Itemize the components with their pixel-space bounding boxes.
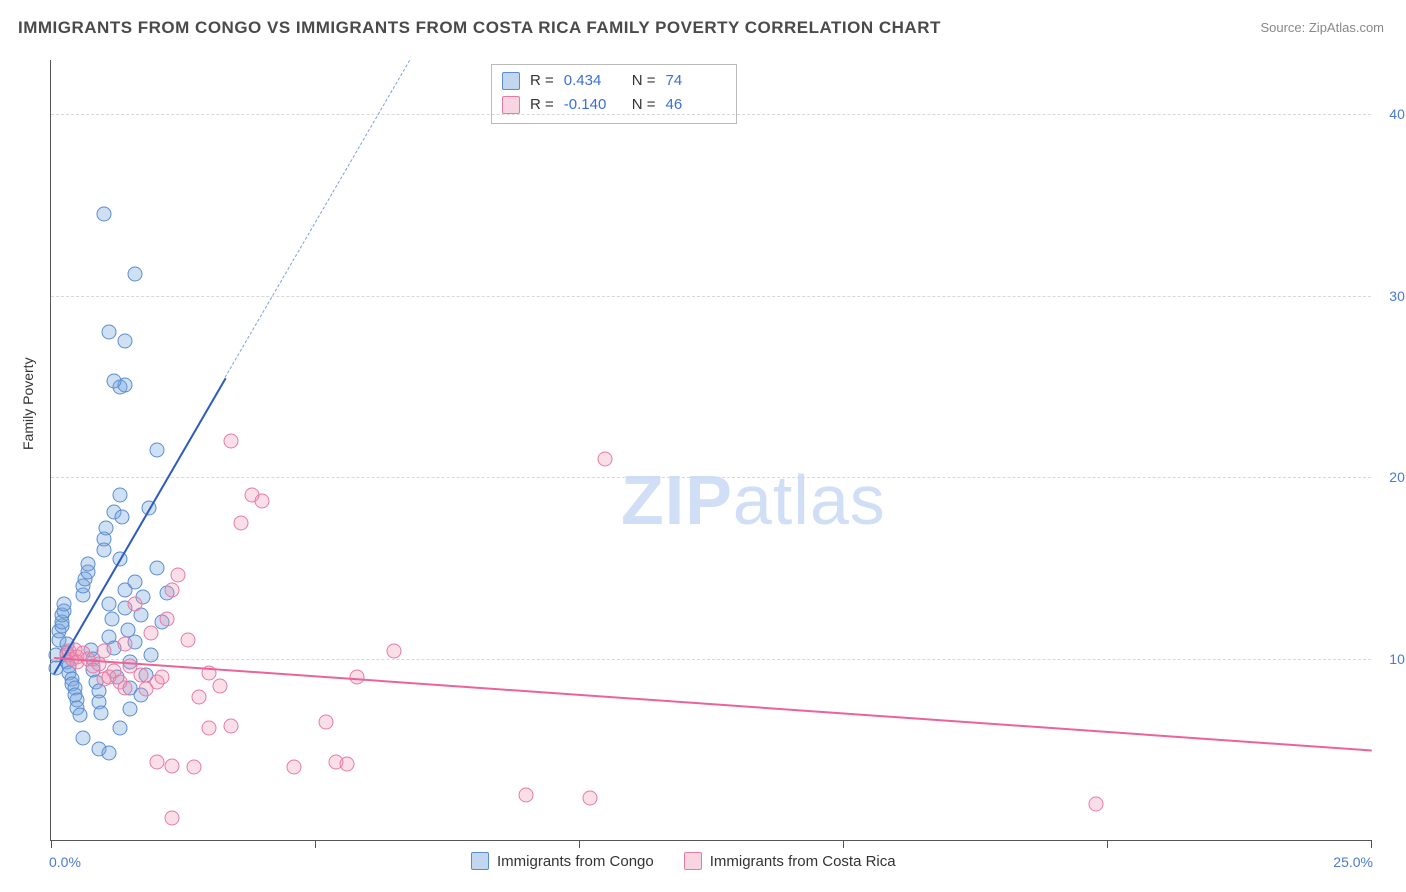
data-point bbox=[286, 760, 301, 775]
data-point bbox=[133, 667, 148, 682]
source-label: Source: ZipAtlas.com bbox=[1260, 20, 1384, 35]
scatter-plot: ZIPatlas R = 0.434N = 74R = -0.140N = 46… bbox=[50, 60, 1371, 841]
data-point bbox=[57, 597, 72, 612]
y-tick-label: 20.0% bbox=[1389, 469, 1406, 485]
gridline bbox=[51, 659, 1371, 660]
legend-swatch bbox=[684, 852, 702, 870]
data-point bbox=[94, 706, 109, 721]
data-point bbox=[191, 689, 206, 704]
x-tick bbox=[579, 840, 580, 848]
y-axis-title: Family Poverty bbox=[20, 357, 36, 450]
data-point bbox=[96, 207, 111, 222]
data-point bbox=[96, 644, 111, 659]
data-point bbox=[165, 811, 180, 826]
watermark: ZIPatlas bbox=[621, 460, 886, 540]
x-max-label: 25.0% bbox=[1333, 854, 1373, 870]
data-point bbox=[149, 755, 164, 770]
data-point bbox=[223, 718, 238, 733]
data-point bbox=[117, 637, 132, 652]
data-point bbox=[75, 731, 90, 746]
data-point bbox=[165, 582, 180, 597]
data-point bbox=[149, 443, 164, 458]
data-point bbox=[350, 669, 365, 684]
gridline bbox=[51, 114, 1371, 115]
data-point bbox=[144, 626, 159, 641]
y-tick-label: 10.0% bbox=[1389, 651, 1406, 667]
data-point bbox=[117, 680, 132, 695]
data-point bbox=[128, 267, 143, 282]
data-point bbox=[582, 791, 597, 806]
data-point bbox=[170, 568, 185, 583]
data-point bbox=[128, 597, 143, 612]
data-point bbox=[234, 515, 249, 530]
legend: Immigrants from Congo Immigrants from Cos… bbox=[471, 852, 896, 870]
gridline bbox=[51, 296, 1371, 297]
data-point bbox=[318, 715, 333, 730]
data-point bbox=[387, 644, 402, 659]
gridline bbox=[51, 477, 1371, 478]
data-point bbox=[1089, 796, 1104, 811]
x-tick bbox=[843, 840, 844, 848]
data-point bbox=[107, 374, 122, 389]
legend-label: Immigrants from Congo bbox=[497, 853, 654, 870]
data-point bbox=[73, 707, 88, 722]
legend-item: Immigrants from Congo bbox=[471, 852, 654, 870]
data-point bbox=[212, 678, 227, 693]
data-point bbox=[80, 557, 95, 572]
x-min-label: 0.0% bbox=[49, 854, 81, 870]
y-tick-label: 40.0% bbox=[1389, 106, 1406, 122]
data-point bbox=[104, 611, 119, 626]
data-point bbox=[115, 510, 130, 525]
legend-item: Immigrants from Costa Rica bbox=[684, 852, 896, 870]
data-point bbox=[112, 720, 127, 735]
data-point bbox=[181, 633, 196, 648]
data-point bbox=[102, 597, 117, 612]
x-tick bbox=[1107, 840, 1108, 848]
legend-label: Immigrants from Costa Rica bbox=[710, 853, 896, 870]
legend-swatch bbox=[502, 72, 520, 90]
data-point bbox=[154, 669, 169, 684]
data-point bbox=[186, 760, 201, 775]
trend-line bbox=[53, 378, 226, 675]
data-point bbox=[149, 560, 164, 575]
data-point bbox=[123, 702, 138, 717]
trend-line bbox=[54, 657, 1371, 752]
x-tick bbox=[315, 840, 316, 848]
x-tick bbox=[1371, 840, 1372, 848]
data-point bbox=[102, 745, 117, 760]
data-point bbox=[144, 647, 159, 662]
data-point bbox=[598, 452, 613, 467]
data-point bbox=[99, 521, 114, 536]
x-tick bbox=[51, 840, 52, 848]
data-point bbox=[202, 720, 217, 735]
data-point bbox=[223, 433, 238, 448]
data-point bbox=[102, 325, 117, 340]
chart-title: IMMIGRANTS FROM CONGO VS IMMIGRANTS FROM… bbox=[18, 18, 941, 38]
data-point bbox=[339, 756, 354, 771]
legend-swatch bbox=[502, 96, 520, 114]
data-point bbox=[165, 758, 180, 773]
data-point bbox=[112, 488, 127, 503]
data-point bbox=[117, 334, 132, 349]
trend-line bbox=[225, 60, 411, 378]
y-tick-label: 30.0% bbox=[1389, 288, 1406, 304]
stats-row: R = -0.140N = 46 bbox=[502, 93, 724, 117]
data-point bbox=[160, 611, 175, 626]
data-point bbox=[255, 493, 270, 508]
data-point bbox=[128, 575, 143, 590]
stats-row: R = 0.434N = 74 bbox=[502, 69, 724, 93]
legend-swatch bbox=[471, 852, 489, 870]
data-point bbox=[519, 787, 534, 802]
